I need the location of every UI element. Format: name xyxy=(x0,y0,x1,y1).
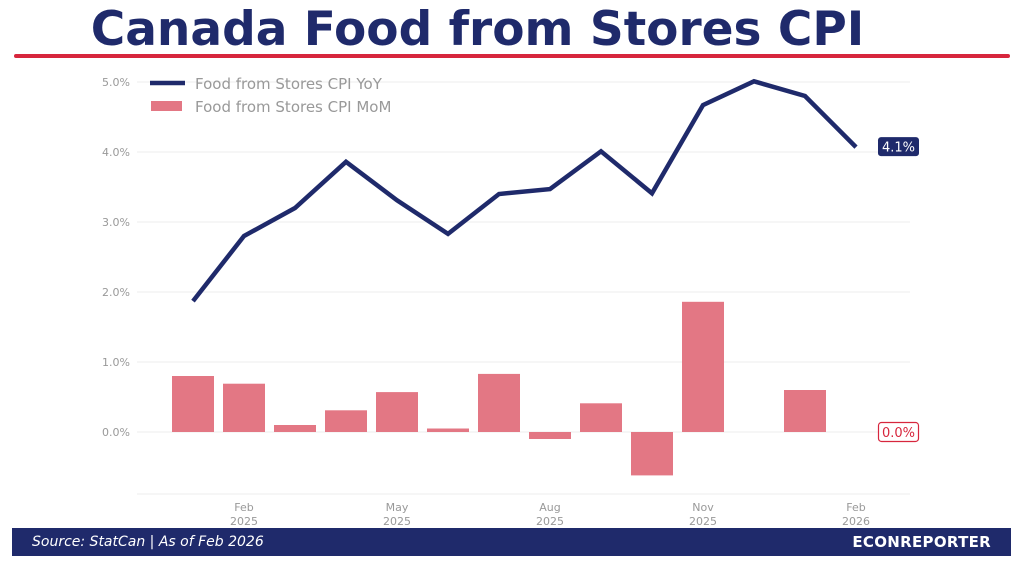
x-tick-label: May xyxy=(386,501,409,514)
mom-bar xyxy=(223,383,265,432)
title-underline xyxy=(14,54,1010,58)
legend-label-yoy: Food from Stores CPI YoY xyxy=(195,75,383,93)
legend-bar-swatch xyxy=(151,101,182,111)
mom-bar xyxy=(529,432,571,439)
x-tick-label: Feb xyxy=(846,501,865,514)
x-tick-label: 2025 xyxy=(383,515,411,528)
x-tick-label: Aug xyxy=(539,501,560,514)
yoy-end-label: 4.1% xyxy=(882,141,915,156)
brand-logo: ECONREPORTER xyxy=(852,533,991,551)
x-tick-label: 2025 xyxy=(536,515,564,528)
mom-bar xyxy=(631,432,673,476)
mom-end-label: 0.0% xyxy=(882,426,915,441)
chart-title: Canada Food from Stores CPI xyxy=(90,2,865,57)
footer-bar: Source: StatCan | As of Feb 2026 ECONREP… xyxy=(12,528,1011,556)
y-tick-label: 5.0% xyxy=(102,76,130,89)
mom-bar xyxy=(784,390,826,432)
y-tick-label: 4.0% xyxy=(102,146,130,159)
y-tick-label: 0.0% xyxy=(102,426,130,439)
mom-bar xyxy=(427,428,469,432)
yoy-line xyxy=(191,78,858,303)
x-tick-label: Nov xyxy=(692,501,714,514)
mom-bar xyxy=(376,392,418,432)
mom-bar xyxy=(274,425,316,432)
y-tick-label: 2.0% xyxy=(102,286,130,299)
x-tick-label: 2025 xyxy=(689,515,717,528)
mom-bar xyxy=(478,373,520,432)
mom-end-label-box xyxy=(877,421,920,443)
y-tick-label: 3.0% xyxy=(102,216,130,229)
yoy-end-label-box xyxy=(878,137,919,157)
x-tick-label: 2026 xyxy=(842,515,870,528)
x-tick-label: Feb xyxy=(234,501,253,514)
mom-bar xyxy=(172,376,214,432)
mom-bar xyxy=(682,301,724,432)
legend-label-mom: Food from Stores CPI MoM xyxy=(195,98,391,116)
y-tick-label: 1.0% xyxy=(102,356,130,369)
mom-bar xyxy=(325,410,367,432)
mom-bar xyxy=(580,403,622,432)
x-tick-label: 2025 xyxy=(230,515,258,528)
source-text: Source: StatCan | As of Feb 2026 xyxy=(32,534,264,550)
